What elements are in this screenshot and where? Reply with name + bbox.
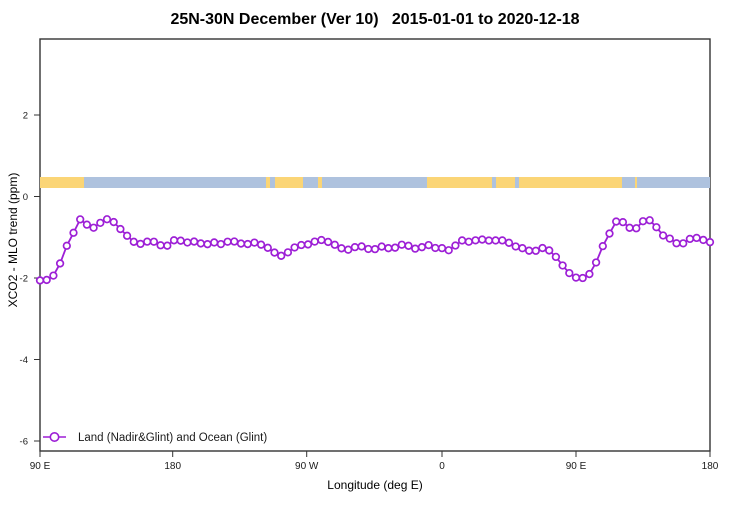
svg-text:90 E: 90 E [566, 461, 587, 472]
svg-text:180: 180 [164, 461, 181, 472]
svg-text:-4: -4 [20, 355, 28, 366]
svg-text:90 E: 90 E [30, 461, 51, 472]
svg-text:-6: -6 [20, 437, 28, 448]
svg-text:0: 0 [23, 192, 28, 203]
svg-text:-2: -2 [20, 274, 28, 285]
svg-text:90 W: 90 W [295, 461, 319, 472]
svg-text:2: 2 [23, 111, 28, 122]
svg-text:0: 0 [439, 461, 445, 472]
svg-text:180: 180 [702, 461, 719, 472]
svg-text:Land (Nadir&Glint) and Ocean (: Land (Nadir&Glint) and Ocean (Glint) [78, 432, 267, 444]
